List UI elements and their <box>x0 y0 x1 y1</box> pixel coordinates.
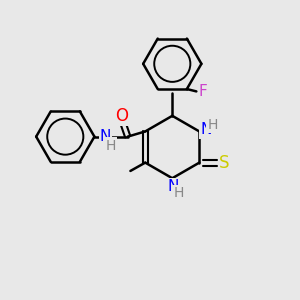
Text: S: S <box>219 154 230 172</box>
Text: N: N <box>100 129 111 144</box>
Text: N: N <box>200 122 212 137</box>
Text: H: H <box>174 186 184 200</box>
Text: H: H <box>208 118 218 132</box>
Text: O: O <box>115 107 128 125</box>
Text: N: N <box>167 179 178 194</box>
Text: H: H <box>106 139 116 152</box>
Text: F: F <box>199 84 208 99</box>
